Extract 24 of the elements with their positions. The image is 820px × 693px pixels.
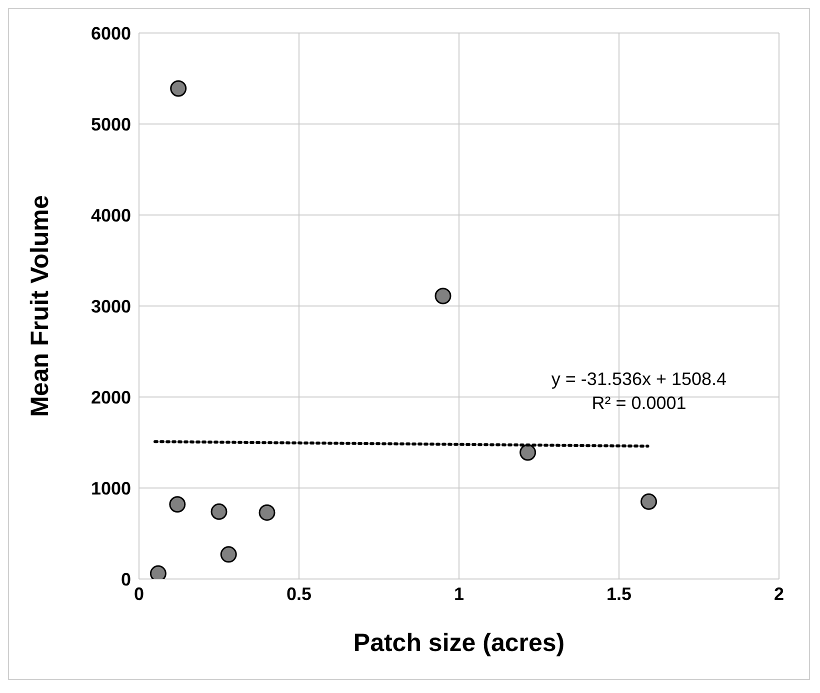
y-tick-label: 0 [120, 569, 131, 590]
y-tick-label: 1000 [90, 478, 131, 498]
x-tick-label: 1 [454, 584, 464, 604]
point [520, 444, 536, 461]
point [170, 80, 187, 97]
x-tick-label: 0.5 [286, 584, 312, 604]
point [210, 503, 228, 520]
y-tick-label: 5000 [90, 114, 131, 134]
x-tick-label: 2 [774, 584, 784, 604]
x-tick-label: 1.5 [606, 584, 632, 604]
y-tick-label: 2000 [90, 387, 131, 408]
point [258, 504, 276, 521]
annotation: y = -31.536x + 1508.4 [550, 368, 728, 391]
x-axis-title: Patch size (acres) [353, 629, 565, 657]
y-tick-label: 6000 [90, 23, 131, 44]
point [434, 288, 452, 304]
y-axis-title: Mean Fruit Volume [26, 195, 54, 417]
point [169, 496, 186, 513]
y-tick-label: 3000 [90, 296, 131, 316]
point [640, 493, 658, 510]
point [220, 546, 237, 563]
annotation: R² = 0.0001 [590, 392, 688, 415]
y-tick-label: 4000 [90, 205, 131, 226]
x-tick-label: 0 [134, 584, 144, 604]
